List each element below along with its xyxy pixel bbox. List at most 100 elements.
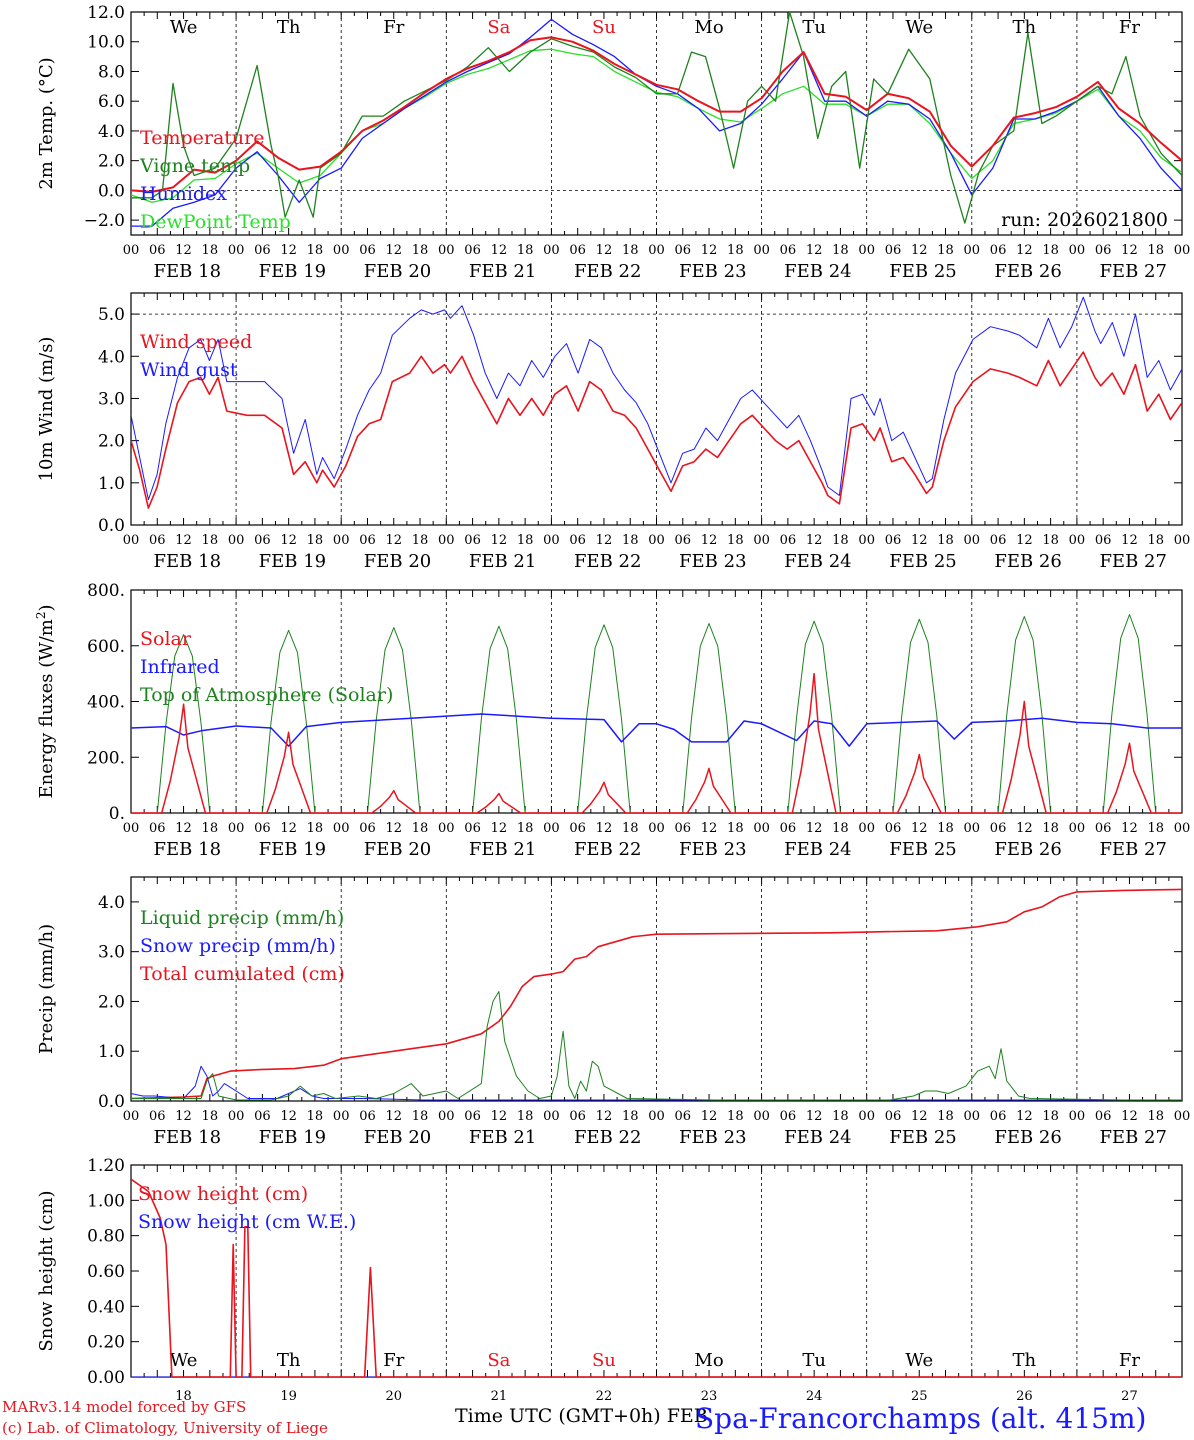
hour-tick-label: 00	[333, 1109, 350, 1124]
hour-tick-label: 06	[885, 243, 902, 258]
hour-tick-label: 06	[990, 1109, 1007, 1124]
panel-5: 0.00 0.20 0.40 0.60 0.80 1.00 1.20 Snow height …	[36, 1156, 1183, 1404]
hour-tick-label: 06	[885, 533, 902, 548]
hour-tick-label: 00	[1174, 1109, 1191, 1124]
y-tick-label: 2.0	[98, 432, 125, 452]
hour-tick-label: 00	[753, 1109, 770, 1124]
hour-tick-label: 18	[937, 533, 954, 548]
date-label: FEB 26	[994, 839, 1061, 860]
legend-entry: Wind gust	[140, 359, 238, 381]
hour-tick-label: 00	[753, 243, 770, 258]
hour-tick-label: 06	[780, 821, 797, 836]
weekday-label: Su	[592, 17, 616, 38]
hour-tick-label: 12	[175, 821, 192, 836]
y-tick-label: 4.0	[98, 893, 125, 913]
date-label: FEB 18	[154, 1127, 221, 1148]
hour-tick-label: 12	[175, 1109, 192, 1124]
y-tick-label: 600.	[87, 637, 125, 657]
hour-tick-label: 00	[648, 1109, 665, 1124]
date-label: FEB 18	[154, 839, 221, 860]
hour-tick-label: 18	[727, 821, 744, 836]
hour-tick-label: 06	[359, 1109, 376, 1124]
y-tick-label: 0.	[109, 804, 125, 824]
panel-1: −2.0 0.0 2.0 4.0 6.0 8.0 10.0 12.0 2m Temp. (°C)…	[36, 3, 1190, 282]
date-label: FEB 26	[994, 261, 1061, 282]
hour-tick-label: 12	[806, 821, 823, 836]
date-label: FEB 27	[1099, 261, 1166, 282]
hour-tick-label: 00	[753, 821, 770, 836]
legend-entry: Snow height (cm W.E.)	[138, 1211, 356, 1233]
hour-tick-label: 18	[937, 243, 954, 258]
hour-tick-label: 00	[228, 533, 245, 548]
hour-tick-label: 00	[543, 243, 560, 258]
y-tick-label: 1.0	[98, 474, 125, 494]
legend-entry: Total cumulated (cm)	[140, 963, 345, 985]
weekday-label: We	[170, 17, 198, 38]
date-label: FEB 24	[784, 839, 851, 860]
hour-tick-label: 18	[1042, 243, 1059, 258]
series-line-vigne-temp	[131, 12, 1182, 224]
hour-tick-label: 00	[543, 1109, 560, 1124]
hour-tick-label: 06	[675, 243, 692, 258]
y-tick-label: 6.0	[98, 92, 125, 112]
y-axis-label: Energy fluxes (W/m2)	[34, 604, 57, 798]
legend-entry: Vigne temp	[139, 155, 250, 177]
weekday-label: Fr	[1119, 17, 1140, 38]
date-label: FEB 22	[574, 261, 641, 282]
y-tick-label: 800.	[87, 581, 125, 601]
hour-tick-label: 00	[438, 243, 455, 258]
hour-tick-label: 00	[438, 533, 455, 548]
hour-tick-label: 18	[832, 1109, 849, 1124]
hour-tick-label: 18	[202, 821, 219, 836]
hour-tick-label: 00	[753, 533, 770, 548]
hour-tick-label: 18	[202, 1109, 219, 1124]
hour-tick-label: 12	[701, 821, 718, 836]
weekday-label: Mo	[694, 17, 723, 38]
date-label: FEB 25	[889, 261, 956, 282]
hour-tick-label: 12	[911, 821, 928, 836]
hour-tick-label: 06	[254, 1109, 271, 1124]
credit-model: MARv3.14 model forced by GFS	[2, 1398, 247, 1416]
date-label: FEB 22	[574, 551, 641, 572]
hour-tick-label: 18	[1147, 533, 1164, 548]
hour-tick-label: 06	[780, 533, 797, 548]
y-tick-label: 8.0	[98, 62, 125, 82]
hour-tick-label: 06	[1095, 821, 1112, 836]
hour-tick-label: 18	[1147, 821, 1164, 836]
weekday-label: Th	[277, 1350, 301, 1371]
hour-tick-label: 06	[885, 821, 902, 836]
hour-tick-label: 00	[543, 821, 560, 836]
weekday-label: We	[170, 1350, 198, 1371]
date-label: FEB 19	[259, 261, 326, 282]
y-tick-label: 4.0	[98, 122, 125, 142]
hour-tick-label: 06	[1095, 243, 1112, 258]
date-label: FEB 19	[259, 839, 326, 860]
hour-tick-label: 06	[1095, 1109, 1112, 1124]
hour-tick-label: 18	[517, 533, 534, 548]
y-tick-label: 0.0	[98, 516, 125, 536]
x-axis-title: Time UTC (GMT+0h) FEB	[455, 1405, 708, 1427]
hour-tick-label: 06	[885, 1109, 902, 1124]
series-line-total-cumulated-cm-	[131, 888, 1182, 1100]
hour-tick-label: 06	[359, 533, 376, 548]
hour-tick-label: 06	[149, 1109, 166, 1124]
hour-tick-label: 00	[438, 821, 455, 836]
hour-tick-label: 18	[832, 533, 849, 548]
weekday-label: Fr	[383, 17, 404, 38]
hour-tick-label: 00	[228, 243, 245, 258]
hour-tick-label: 12	[1016, 243, 1033, 258]
hour-tick-label: 12	[806, 533, 823, 548]
series-line-wind-gust	[131, 296, 1182, 501]
hour-tick-label: 06	[569, 533, 586, 548]
hour-tick-label: 00	[123, 821, 140, 836]
hour-tick-label: 06	[359, 821, 376, 836]
hour-tick-label: 00	[543, 533, 560, 548]
hour-tick-label: 18	[307, 1109, 324, 1124]
hour-tick-label: 00	[228, 1109, 245, 1124]
legend-entry: Top of Atmosphere (Solar)	[140, 684, 393, 706]
hour-tick-label: 06	[359, 243, 376, 258]
hour-tick-label: 06	[254, 243, 271, 258]
hour-tick-label: 00	[123, 533, 140, 548]
hour-tick-label: 12	[1121, 821, 1138, 836]
y-tick-label: 3.0	[98, 389, 125, 409]
